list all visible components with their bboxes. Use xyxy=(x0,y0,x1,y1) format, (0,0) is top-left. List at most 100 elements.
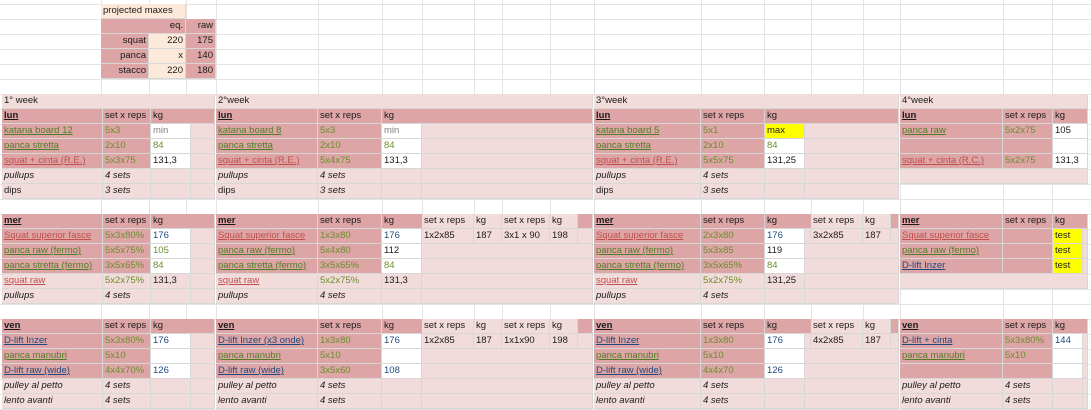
sets-reps-cell[interactable]: 2x10 xyxy=(701,139,765,154)
sets-reps-cell[interactable]: 5x3x80% xyxy=(103,334,151,349)
header-kg-2[interactable]: kg xyxy=(474,214,502,229)
projected-label-squat[interactable]: squat xyxy=(101,34,149,49)
exercise-cell[interactable]: pulley al petto xyxy=(216,379,318,394)
projected-col-eq[interactable]: eq. xyxy=(101,19,186,34)
kg-cell[interactable]: 108 xyxy=(382,364,422,379)
kg-cell[interactable] xyxy=(1053,349,1083,364)
kg-cell[interactable] xyxy=(151,394,191,409)
exercise-cell[interactable]: panca stretta (fermo) xyxy=(594,259,701,274)
exercise-cell[interactable]: lento avanti xyxy=(594,394,701,409)
exercise-cell[interactable]: dips xyxy=(216,184,318,199)
kg-cell[interactable]: 84 xyxy=(382,259,422,274)
sets-reps-cell[interactable] xyxy=(1003,229,1053,244)
exercise-cell[interactable]: panca raw (fermo) xyxy=(2,244,103,259)
exercise-cell[interactable]: panca stretta xyxy=(2,139,103,154)
kg-cell-2[interactable]: 187 xyxy=(863,229,891,244)
kg-cell[interactable] xyxy=(382,349,422,364)
header-setxreps[interactable]: set x reps xyxy=(103,319,151,334)
sets-reps-cell-2[interactable]: 3x2x85 xyxy=(811,229,863,244)
exercise-cell[interactable]: squat + cinta (R.E.) xyxy=(594,154,701,169)
exercise-cell[interactable]: panca raw (fermo) xyxy=(216,244,318,259)
exercise-cell[interactable]: pullups xyxy=(216,169,318,184)
kg-cell[interactable]: 131,3 xyxy=(382,274,422,289)
sets-reps-cell[interactable]: 5x3x80% xyxy=(103,229,151,244)
kg-cell[interactable]: 105 xyxy=(151,244,191,259)
sets-reps-cell[interactable]: 5x10 xyxy=(103,349,151,364)
kg-cell[interactable] xyxy=(151,379,191,394)
header-kg[interactable]: kg xyxy=(1053,214,1088,229)
sets-reps-cell[interactable]: 5x10 xyxy=(1003,349,1053,364)
header-kg-2[interactable]: kg xyxy=(863,319,891,334)
sets-reps-cell[interactable]: 5x2x75% xyxy=(701,274,765,289)
sets-reps-cell[interactable]: 4 sets xyxy=(701,289,765,304)
sets-reps-cell[interactable]: 5x4x80 xyxy=(318,244,382,259)
exercise-cell[interactable]: pulley al petto xyxy=(594,379,701,394)
kg-cell[interactable] xyxy=(382,184,422,199)
header-setxreps[interactable]: set x reps xyxy=(701,109,765,124)
kg-cell[interactable] xyxy=(151,289,191,304)
header-kg-2[interactable]: kg xyxy=(474,319,502,334)
kg-cell[interactable] xyxy=(1053,364,1083,379)
exercise-cell[interactable]: panca manubri xyxy=(2,349,103,364)
sets-reps-cell[interactable]: 2x3x80 xyxy=(701,229,765,244)
header-setxreps[interactable]: set x reps xyxy=(701,214,765,229)
sets-reps-cell[interactable]: 5x2x75% xyxy=(318,274,382,289)
sets-reps-cell[interactable]: 5x3 xyxy=(103,124,151,139)
exercise-cell[interactable]: D-lift Inzer xyxy=(2,334,103,349)
header-kg[interactable]: kg xyxy=(1053,319,1088,334)
header-kg-3[interactable]: kg xyxy=(550,214,578,229)
exercise-cell[interactable]: panca stretta (fermo) xyxy=(2,259,103,274)
exercise-cell[interactable]: pullups xyxy=(216,289,318,304)
kg-cell[interactable]: 131,25 xyxy=(765,154,805,169)
sets-reps-cell[interactable]: 5x2x75% xyxy=(103,274,151,289)
kg-cell[interactable] xyxy=(765,379,805,394)
sets-reps-cell[interactable]: 5x5x75% xyxy=(103,244,151,259)
sets-reps-cell[interactable]: 3x5x65% xyxy=(103,259,151,274)
sets-reps-cell-2[interactable]: 1x2x85 xyxy=(422,229,474,244)
kg-cell[interactable]: test xyxy=(1053,229,1083,244)
header-setxreps[interactable]: set x reps xyxy=(103,109,151,124)
kg-cell[interactable]: 176 xyxy=(151,334,191,349)
sets-reps-cell[interactable]: 3 sets xyxy=(701,184,765,199)
sets-reps-cell[interactable]: 4 sets xyxy=(701,169,765,184)
projected-eq-stacco[interactable]: 220 xyxy=(149,64,186,79)
exercise-cell[interactable]: panca stretta xyxy=(216,139,318,154)
sets-reps-cell[interactable]: 3x5x65% xyxy=(318,259,382,274)
exercise-cell[interactable]: Squat superior fasce xyxy=(216,229,318,244)
exercise-cell[interactable]: pullups xyxy=(2,169,103,184)
sets-reps-cell[interactable]: 5x3 xyxy=(318,124,382,139)
header-setxreps-2[interactable]: set x reps xyxy=(811,319,863,334)
kg-cell[interactable]: test xyxy=(1053,259,1083,274)
sets-reps-cell[interactable]: 5x5x75 xyxy=(701,154,765,169)
exercise-cell[interactable]: dips xyxy=(2,184,103,199)
kg-cell[interactable] xyxy=(382,169,422,184)
sets-reps-cell[interactable]: 5x3x80% xyxy=(1003,334,1053,349)
kg-cell[interactable]: 144 xyxy=(1053,334,1083,349)
kg-cell[interactable] xyxy=(1053,139,1088,154)
sets-reps-cell[interactable]: 4 sets xyxy=(103,394,151,409)
exercise-cell[interactable]: D-lift + cinta xyxy=(900,334,1003,349)
kg-cell[interactable]: 131,3 xyxy=(1053,154,1088,169)
sets-reps-cell[interactable]: 2x10 xyxy=(103,139,151,154)
sets-reps-cell[interactable]: 5x2x75 xyxy=(1003,154,1053,169)
exercise-cell[interactable]: squat raw xyxy=(216,274,318,289)
exercise-cell[interactable]: katana board 8 xyxy=(216,124,318,139)
exercise-cell[interactable]: D-lift raw (wide) xyxy=(2,364,103,379)
sets-reps-cell[interactable]: 1x3x80 xyxy=(701,334,765,349)
kg-cell[interactable]: 84 xyxy=(765,139,805,154)
kg-cell-2[interactable]: 187 xyxy=(474,334,502,349)
day-header-lun[interactable]: lun xyxy=(900,109,1003,124)
header-kg[interactable]: kg xyxy=(151,109,215,124)
exercise-cell[interactable]: panca stretta (fermo) xyxy=(216,259,318,274)
projected-label-panca[interactable]: panca xyxy=(101,49,149,64)
projected-eq-squat[interactable]: 220 xyxy=(149,34,186,49)
kg-cell[interactable] xyxy=(151,349,191,364)
kg-cell[interactable] xyxy=(1053,394,1083,409)
projected-maxes-title[interactable]: projected maxes xyxy=(101,4,186,19)
sets-reps-cell[interactable]: 4x4x70 xyxy=(701,364,765,379)
exercise-cell[interactable]: lento avanti xyxy=(900,394,1003,409)
exercise-cell[interactable]: panca manubri xyxy=(216,349,318,364)
exercise-cell[interactable]: panca raw (fermo) xyxy=(900,244,1003,259)
kg-cell[interactable] xyxy=(765,394,805,409)
